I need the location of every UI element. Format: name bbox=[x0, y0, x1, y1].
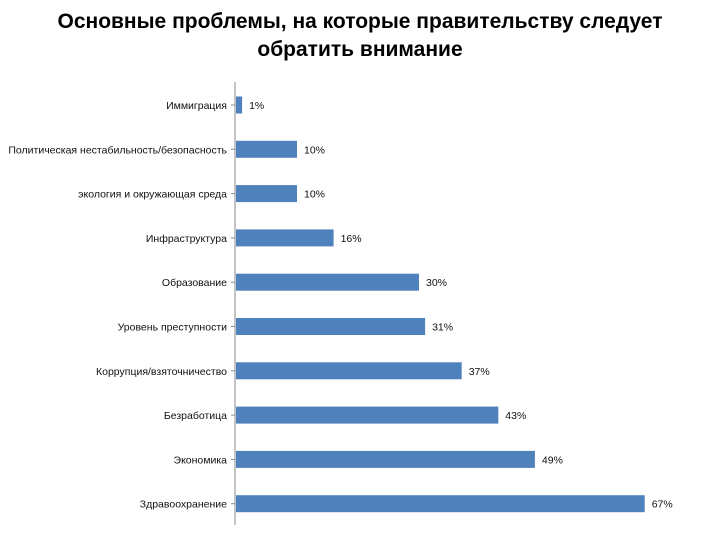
data-label: 1% bbox=[249, 100, 264, 112]
data-label: 43% bbox=[505, 410, 526, 422]
category-label: экология и окружающая среда bbox=[78, 189, 227, 201]
bar bbox=[236, 229, 334, 247]
category-label: Здравоохранение bbox=[140, 499, 227, 511]
category-label: Безработица bbox=[164, 410, 227, 422]
chart-title: Основные проблемы, на которые правительс… bbox=[0, 8, 720, 64]
bar bbox=[236, 406, 499, 424]
plot-area: Иммиграция 1% Политическая нестабильность/… bbox=[8, 82, 673, 525]
chart-title-line1: Основные проблемы, на которые правительс… bbox=[57, 10, 663, 33]
bar bbox=[236, 495, 645, 513]
bar bbox=[236, 318, 426, 335]
bar bbox=[236, 273, 419, 291]
category-label: Иммиграция bbox=[166, 100, 227, 112]
category-label: Коррупция/взяточничество bbox=[96, 366, 227, 378]
category-label: Экономика bbox=[174, 454, 228, 466]
bar bbox=[236, 185, 297, 203]
data-label: 30% bbox=[426, 277, 447, 289]
bar bbox=[236, 96, 243, 114]
category-label: Политическая нестабильность/безопасность bbox=[8, 144, 227, 156]
data-label: 10% bbox=[304, 144, 325, 156]
data-label: 31% bbox=[432, 322, 453, 334]
data-label: 37% bbox=[469, 366, 490, 378]
category-label: Инфраструктура bbox=[146, 233, 227, 245]
bar bbox=[236, 450, 535, 468]
bar bbox=[236, 362, 462, 380]
data-label: 10% bbox=[304, 189, 325, 201]
data-label: 67% bbox=[652, 499, 673, 511]
bar bbox=[236, 140, 297, 158]
data-label: 49% bbox=[542, 454, 563, 466]
category-label: Образование bbox=[162, 277, 227, 289]
category-label: Уровень преступности bbox=[118, 322, 228, 334]
data-label: 16% bbox=[341, 233, 362, 245]
chart-title-line2: обратить внимание bbox=[257, 38, 463, 61]
